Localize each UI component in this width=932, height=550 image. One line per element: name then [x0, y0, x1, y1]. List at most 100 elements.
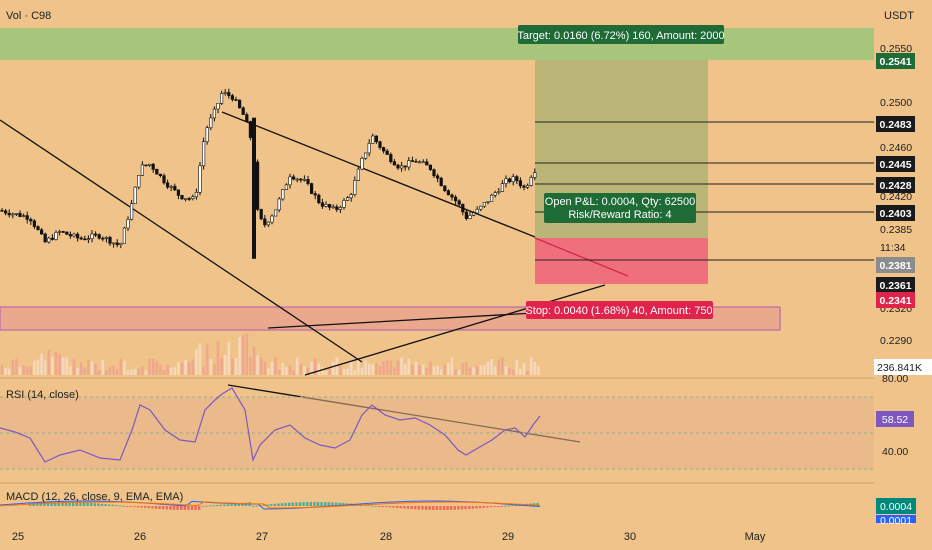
rsi-tick-1: 40.00 — [882, 446, 908, 458]
macd-bar-14 — [79, 502, 82, 506]
candle-body-89 — [320, 202, 325, 207]
volume-bar-27 — [97, 369, 101, 375]
rsi-label: RSI (14, close) — [6, 389, 79, 401]
volume-bar-50 — [180, 362, 184, 375]
volume-bar-146 — [526, 370, 529, 375]
candle-body-120 — [432, 169, 436, 177]
candle-body-31 — [112, 242, 116, 245]
macd-bar-63 — [255, 505, 258, 507]
macd-bar-119 — [457, 506, 460, 510]
time-tick-6: May — [745, 531, 766, 543]
candle-body-115 — [414, 160, 418, 163]
candle-body-119 — [428, 164, 433, 170]
stop-annotation[interactable]: Stop: 0.0040 (1.68%) 40, Amount: 750 — [525, 301, 713, 319]
candles-layer — [0, 88, 537, 259]
price-badge-4 — [876, 205, 915, 221]
macd-bar-75 — [298, 502, 302, 506]
volume-bar-8 — [29, 366, 33, 375]
volume-bar-78 — [281, 363, 285, 375]
macd-bar-7 — [54, 502, 57, 506]
volume-bar-2 — [7, 368, 11, 375]
candle-body-20 — [72, 233, 76, 237]
open-pnl-annotation[interactable]: Open P&L: 0.0004, Qty: 62500 Risk/Reward… — [544, 193, 696, 223]
volume-bar-138 — [497, 359, 501, 375]
macd-bar-22 — [108, 504, 111, 506]
macd-bar-132 — [504, 505, 507, 507]
macd-bar-116 — [446, 506, 449, 510]
price-badge-text-5: 0.2381 — [879, 260, 911, 272]
countdown-label: 11:34 — [880, 242, 906, 254]
volume-bar-19 — [69, 365, 72, 375]
candle-body-37 — [133, 186, 137, 205]
macd-bar-114 — [439, 506, 442, 510]
time-axis[interactable]: 25 26 27 28 29 30 May — [12, 531, 766, 543]
macd-bar-133 — [507, 505, 510, 507]
volume-bar-112 — [403, 364, 407, 375]
candle-body-95 — [342, 200, 346, 208]
macd-bar-126 — [482, 506, 485, 508]
volume-bar-127 — [457, 369, 461, 375]
volume-bar-47 — [169, 367, 173, 375]
candle-body-96 — [345, 197, 350, 201]
volume-bar-139 — [501, 357, 504, 375]
candle-body-142 — [511, 176, 515, 183]
volume-bar-16 — [58, 353, 61, 375]
volume-bar-149 — [537, 366, 540, 375]
volume-bar-4 — [15, 358, 18, 375]
volume-bar-18 — [65, 357, 69, 375]
volume-bar-111 — [400, 357, 403, 375]
price-tick-2: 0.2460 — [880, 142, 912, 154]
macd-bar-9 — [61, 502, 64, 506]
volume-bar-122 — [439, 369, 443, 375]
macd-bar-46 — [194, 506, 197, 510]
candle-body-40 — [144, 164, 148, 167]
candle-body-71 — [255, 161, 260, 210]
candle-body-90 — [324, 204, 328, 207]
volume-bar-68 — [245, 333, 249, 375]
volume-bar-115 — [414, 361, 418, 375]
volume-bar-1 — [4, 368, 7, 375]
macd-bar-54 — [223, 504, 226, 506]
candle-body-19 — [68, 234, 72, 237]
volume-bar-130 — [468, 367, 472, 375]
volume-bar-103 — [371, 364, 375, 375]
macd-bar-34 — [151, 506, 154, 509]
volume-bar-70 — [252, 347, 256, 375]
target-annotation[interactable]: Target: 0.0160 (6.72%) 160, Amount: 2000 — [517, 25, 725, 44]
macd-bar-32 — [144, 506, 147, 508]
price-axis[interactable]: 0.25500.25000.24600.24200.23850.23200.22… — [874, 43, 932, 527]
candle-body-56 — [202, 141, 206, 167]
volume-bar-79 — [285, 366, 288, 375]
volume-bar-32 — [115, 369, 119, 375]
volume-bar-76 — [274, 357, 277, 375]
macd-bar-135 — [514, 504, 518, 506]
price-tick-0: 0.2550 — [880, 43, 912, 55]
candle-body-123 — [443, 185, 447, 192]
candle-body-144 — [518, 180, 522, 187]
candle-body-84 — [302, 179, 307, 181]
volume-bar-67 — [241, 334, 245, 375]
candle-body-11 — [39, 229, 44, 235]
candle-body-63 — [227, 92, 231, 96]
volume-bar-39 — [141, 366, 144, 375]
macd-bar-76 — [302, 502, 305, 506]
volume-bar-7 — [25, 366, 29, 375]
macd-bar-102 — [396, 506, 399, 508]
volume-bar-144 — [519, 368, 522, 375]
candle-body-94 — [338, 207, 343, 210]
candle-big-drop — [252, 117, 256, 259]
volume-bar-119 — [429, 361, 432, 375]
candle-body-66 — [238, 99, 242, 109]
volume-bar-34 — [123, 360, 126, 375]
volume-bar-10 — [36, 359, 40, 375]
volume-bar-28 — [101, 359, 105, 375]
price-tick-3: 0.2420 — [880, 191, 912, 203]
macd-bar-3 — [39, 502, 42, 506]
candle-body-45 — [162, 175, 166, 184]
macd-bar-110 — [424, 506, 428, 510]
volume-bar-135 — [486, 361, 490, 375]
price-badge-text-0: 0.2541 — [879, 56, 911, 68]
macd-bar-52 — [216, 505, 219, 507]
macd-bar-45 — [190, 506, 194, 510]
time-tick-5: 30 — [624, 531, 636, 543]
